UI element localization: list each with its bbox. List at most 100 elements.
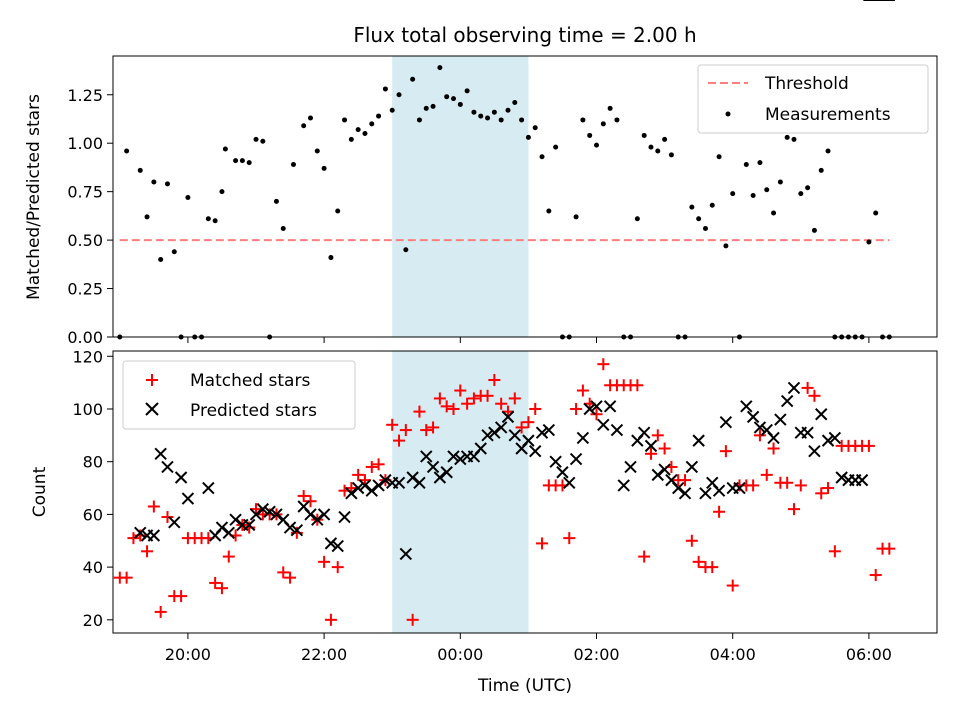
measurement-point xyxy=(246,160,252,166)
measurement-point xyxy=(587,132,593,138)
predicted-star-point xyxy=(283,521,297,534)
predicted-star-point xyxy=(440,466,453,479)
predicted-star-point xyxy=(508,429,521,442)
predicted-star-point xyxy=(433,471,447,484)
measurement-point xyxy=(777,179,783,185)
measurement-point xyxy=(743,162,749,168)
matched-star-point xyxy=(277,566,290,579)
matched-star-point xyxy=(386,418,399,431)
predicted-star-point xyxy=(658,463,671,476)
predicted-star-point xyxy=(774,413,787,426)
predicted-star-point xyxy=(501,410,515,424)
measurement-point xyxy=(498,117,504,123)
matched-star-point xyxy=(508,392,521,405)
matched-star-point xyxy=(304,495,317,508)
matched-star-point xyxy=(631,379,644,392)
predicted-star-point xyxy=(815,408,828,421)
predicted-star-point xyxy=(828,431,842,445)
predicted-star-point xyxy=(372,479,385,492)
matched-star-point xyxy=(440,400,453,413)
measurement-point xyxy=(594,142,600,148)
predicted-star-point xyxy=(569,452,583,466)
predicted-star-point xyxy=(597,418,610,432)
x-tick-label: 00:00 xyxy=(437,645,483,664)
y-tick-label: 40 xyxy=(83,558,103,577)
measurement-point xyxy=(648,144,654,150)
top-y-ticks: 0.00 0.25 0.50 0.75 1.00 1.25 xyxy=(67,86,113,347)
y-tick-label: 120 xyxy=(72,347,103,366)
measurement-point xyxy=(290,162,296,168)
legend-predicted-swatch xyxy=(145,402,159,416)
measurement-point xyxy=(239,158,245,164)
predicted-star-point xyxy=(392,476,406,489)
y-tick-label: 0.25 xyxy=(67,280,103,299)
bottom-panel: 20 40 60 80 100 120 20:00 22:00 00:00 02:00 04:00… xyxy=(30,0,938,696)
matched-star-point xyxy=(399,424,412,437)
predicted-star-point xyxy=(821,434,835,447)
predicted-star-point xyxy=(263,505,276,518)
measurement-point xyxy=(410,76,416,82)
predicted-star-point xyxy=(542,423,556,437)
predicted-star-point xyxy=(311,513,324,526)
predicted-star-point xyxy=(174,471,188,484)
matched-star-point xyxy=(284,571,297,584)
matched-star-point xyxy=(719,445,732,458)
matched-star-point xyxy=(801,381,814,394)
chart-title: Flux total observing time = 2.00 h xyxy=(353,23,696,47)
x-tick-label: 20:00 xyxy=(165,645,211,664)
predicted-star-point xyxy=(651,468,665,482)
measurement-point xyxy=(873,210,879,216)
matched-star-point xyxy=(324,613,337,626)
measurement-point xyxy=(348,136,354,142)
measurement-point xyxy=(233,158,239,164)
top-panel: 0.00 0.25 0.50 0.75 1.00 1.25 Matched/Predict… xyxy=(24,55,938,347)
matched-star-point xyxy=(597,358,610,371)
predicted-star-point xyxy=(365,484,378,497)
predicted-star-point xyxy=(317,508,331,521)
measurement-point xyxy=(730,191,736,197)
measurement-point xyxy=(430,103,436,109)
matched-star-point xyxy=(222,550,235,563)
matched-star-point xyxy=(726,579,739,592)
legend-matched-swatch xyxy=(146,374,158,386)
measurement-point xyxy=(396,92,402,98)
measurement-point xyxy=(301,123,307,129)
matched-star-point xyxy=(420,424,433,437)
matched-star-point xyxy=(685,534,698,547)
matched-star-point xyxy=(467,392,480,405)
predicted-star-point xyxy=(474,442,487,455)
matched-star-point xyxy=(787,503,800,516)
measurement-point xyxy=(525,134,531,140)
legend-predicted-label: Predicted stars xyxy=(190,401,317,421)
predicted-star-point xyxy=(494,421,508,434)
measurement-point xyxy=(273,198,279,204)
predicted-star-point xyxy=(835,471,848,484)
matched-star-point xyxy=(120,571,133,584)
predicted-star-point xyxy=(154,447,167,460)
matched-star-point xyxy=(536,537,549,550)
measurement-point xyxy=(668,152,674,158)
predicted-star-point xyxy=(583,402,596,416)
matched-star-point xyxy=(706,561,719,574)
y-tick-label: 0.75 xyxy=(67,183,103,202)
predicted-star-point xyxy=(603,400,617,413)
predicted-star-point xyxy=(134,526,147,540)
measurement-point xyxy=(723,243,729,249)
x-tick-label: 04:00 xyxy=(710,645,756,664)
predicted-star-point xyxy=(426,460,440,474)
measurement-point xyxy=(222,146,228,152)
measurement-point xyxy=(655,148,661,154)
predicted-star-point xyxy=(379,473,392,487)
predicted-star-point xyxy=(399,547,413,561)
predicted-star-point xyxy=(692,434,705,447)
bottom-axes-frame xyxy=(112,350,938,634)
matched-star-point xyxy=(372,458,385,471)
predicted-star-point xyxy=(161,460,174,474)
top-legend-frame xyxy=(697,64,929,134)
predicted-star-point xyxy=(617,479,630,492)
top-legend: Threshold Measurements xyxy=(697,64,929,134)
y-tick-label: 1.00 xyxy=(67,134,103,153)
measurement-point xyxy=(696,216,702,222)
measurement-point xyxy=(505,107,511,113)
